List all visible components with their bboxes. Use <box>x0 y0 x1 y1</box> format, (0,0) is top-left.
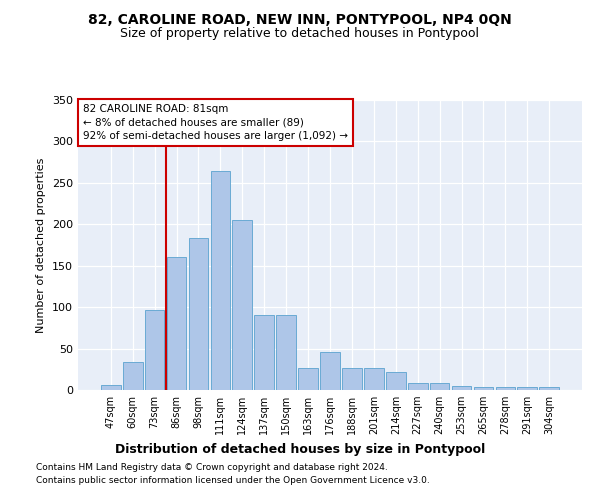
Text: Size of property relative to detached houses in Pontypool: Size of property relative to detached ho… <box>121 28 479 40</box>
Bar <box>101 385 121 390</box>
Bar <box>276 316 296 390</box>
Bar <box>232 220 252 390</box>
Bar <box>123 362 143 390</box>
Text: Contains HM Land Registry data © Crown copyright and database right 2024.: Contains HM Land Registry data © Crown c… <box>36 464 388 472</box>
Text: Contains public sector information licensed under the Open Government Licence v3: Contains public sector information licen… <box>36 476 430 485</box>
Bar <box>320 352 340 390</box>
Text: 82 CAROLINE ROAD: 81sqm
← 8% of detached houses are smaller (89)
92% of semi-det: 82 CAROLINE ROAD: 81sqm ← 8% of detached… <box>83 104 348 141</box>
Bar <box>364 368 384 390</box>
Bar <box>496 386 515 390</box>
Text: 82, CAROLINE ROAD, NEW INN, PONTYPOOL, NP4 0QN: 82, CAROLINE ROAD, NEW INN, PONTYPOOL, N… <box>88 12 512 26</box>
Bar <box>452 386 472 390</box>
Bar <box>386 372 406 390</box>
Y-axis label: Number of detached properties: Number of detached properties <box>37 158 46 332</box>
Bar <box>430 384 449 390</box>
Bar <box>539 386 559 390</box>
Bar <box>167 258 187 390</box>
Text: Distribution of detached houses by size in Pontypool: Distribution of detached houses by size … <box>115 442 485 456</box>
Bar <box>211 172 230 390</box>
Bar <box>145 310 164 390</box>
Bar <box>517 386 537 390</box>
Bar <box>408 384 428 390</box>
Bar <box>342 368 362 390</box>
Bar <box>188 238 208 390</box>
Bar <box>298 368 318 390</box>
Bar <box>254 316 274 390</box>
Bar <box>473 386 493 390</box>
